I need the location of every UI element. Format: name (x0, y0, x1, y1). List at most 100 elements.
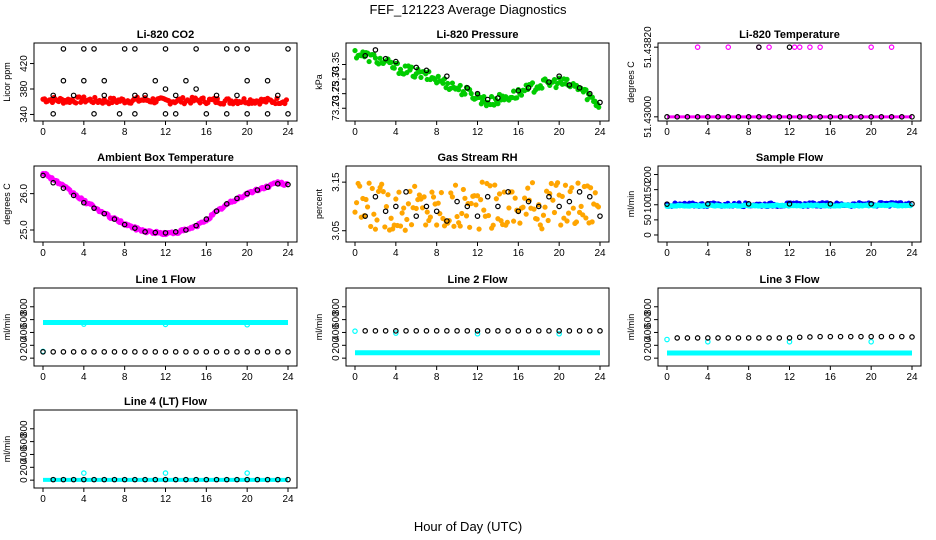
y-tick-label: 73.35 (331, 52, 342, 77)
data-point (244, 111, 250, 117)
plot-area (352, 47, 603, 110)
data-point (495, 101, 501, 107)
data-point (474, 90, 481, 97)
data-point (162, 321, 169, 328)
data-point (121, 46, 128, 52)
data-point (597, 213, 603, 219)
data-point (81, 470, 87, 476)
x-tick-label: 16 (201, 494, 213, 505)
y-tick-label: 73.20 (331, 95, 342, 120)
data-point (283, 97, 290, 103)
data-point (193, 222, 199, 229)
x-tick-label: 8 (122, 248, 128, 259)
data-point (391, 65, 397, 71)
data-point (562, 182, 569, 188)
data-point (909, 334, 915, 340)
data-point (81, 46, 87, 52)
y-axis-label: Licor ppm (2, 62, 12, 102)
data-point (101, 210, 108, 217)
data-point (578, 203, 584, 209)
data-point (264, 476, 271, 483)
data-point (837, 114, 844, 120)
data-point (596, 104, 602, 110)
y-axis-label: ml/min (314, 314, 324, 341)
data-point (725, 44, 732, 50)
data-point (570, 205, 576, 211)
data-point (535, 328, 542, 334)
x-tick-label: 8 (746, 127, 752, 138)
data-point (495, 95, 501, 101)
data-point (539, 226, 545, 232)
panel-title: Line 4 (LT) Flow (124, 396, 207, 408)
y-axis-label: ml/min (626, 191, 636, 218)
data-point (878, 114, 885, 120)
x-tick-label: 16 (201, 127, 213, 138)
data-point (132, 349, 138, 355)
data-point (132, 92, 138, 99)
data-point (435, 73, 441, 79)
data-point (264, 184, 271, 190)
data-point (40, 349, 46, 355)
data-point (50, 111, 57, 117)
x-tick-label: 20 (554, 127, 566, 138)
data-point (172, 476, 179, 483)
y-tick-label: 26.0 (19, 183, 30, 203)
x-tick-label: 16 (513, 127, 525, 138)
y-tick-label: 400 (643, 324, 654, 341)
data-point (457, 82, 463, 89)
data-point (796, 114, 803, 120)
x-tick-label: 24 (906, 248, 918, 259)
y-tick-label: 600 (331, 311, 342, 328)
y-axis-label: ml/min (2, 436, 12, 463)
data-point (444, 73, 450, 79)
data-point (193, 86, 199, 92)
y-tick-label: 3.05 (331, 221, 342, 241)
data-point (142, 476, 148, 483)
data-point (776, 335, 783, 341)
x-tick-label: 16 (825, 372, 837, 383)
data-point (664, 201, 670, 207)
x-tick-label: 8 (122, 372, 128, 383)
data-point (542, 204, 548, 210)
y-tick-label: 200 (643, 166, 654, 183)
data-point (827, 114, 834, 120)
y-tick-label: 25.0 (19, 220, 30, 240)
data-point (81, 476, 87, 483)
x-tick-label: 4 (81, 494, 87, 505)
data-point (858, 333, 864, 340)
data-point (152, 229, 159, 236)
data-point (121, 476, 128, 483)
data-point (244, 476, 250, 483)
y-tick-label: 600 (643, 311, 654, 328)
data-point (142, 92, 148, 99)
x-tick-label: 0 (664, 372, 670, 383)
data-point (464, 328, 471, 334)
data-point (353, 200, 360, 206)
data-point (868, 333, 874, 340)
data-point (408, 222, 415, 228)
data-point (423, 222, 429, 228)
data-point (274, 349, 281, 355)
data-point (545, 217, 551, 224)
data-point (371, 211, 377, 217)
data-point (60, 46, 67, 52)
data-point (427, 214, 433, 220)
data-point (589, 219, 595, 225)
data-point (81, 77, 87, 84)
data-point (551, 209, 558, 216)
data-point (244, 77, 250, 84)
data-point (70, 92, 77, 99)
data-point (101, 349, 108, 355)
data-point (380, 189, 386, 195)
x-tick-label: 12 (784, 127, 796, 138)
data-point (554, 180, 561, 186)
plot-area (40, 170, 291, 238)
data-point (735, 335, 742, 341)
data-point (474, 328, 481, 334)
data-point (888, 114, 895, 120)
data-point (595, 204, 602, 210)
data-point (725, 114, 732, 120)
data-point (132, 225, 138, 231)
panel-title: Line 3 Flow (760, 274, 820, 286)
panel-title: Line 1 Flow (136, 274, 196, 286)
